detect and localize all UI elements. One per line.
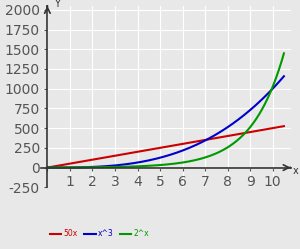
Line: 50x: 50x	[47, 126, 284, 168]
x^3	[230, 123, 234, 126]
2^x	[70, 166, 74, 169]
50x	[282, 125, 286, 128]
50x	[141, 149, 145, 152]
50x	[70, 162, 74, 165]
x^3	[70, 166, 74, 169]
50x	[208, 138, 211, 141]
2^x	[230, 143, 234, 146]
2^x	[150, 164, 153, 167]
x^3	[234, 120, 238, 123]
x^3	[141, 160, 145, 163]
x^3	[208, 136, 211, 139]
50x	[46, 166, 49, 169]
x^3	[282, 75, 286, 78]
2^x	[208, 154, 211, 157]
Y-axis label: Y: Y	[54, 0, 60, 9]
50x	[150, 148, 153, 151]
Line: x^3: x^3	[47, 76, 284, 168]
x^3	[46, 166, 49, 169]
x^3	[150, 158, 153, 161]
2^x	[234, 140, 238, 143]
50x	[234, 133, 238, 136]
X-axis label: x: x	[293, 166, 298, 177]
Line: 2^x: 2^x	[47, 53, 284, 168]
2^x	[46, 166, 49, 169]
Legend: 50x, x^3, 2^x: 50x, x^3, 2^x	[47, 226, 152, 242]
2^x	[141, 165, 145, 168]
2^x	[282, 52, 286, 55]
50x	[230, 134, 234, 137]
